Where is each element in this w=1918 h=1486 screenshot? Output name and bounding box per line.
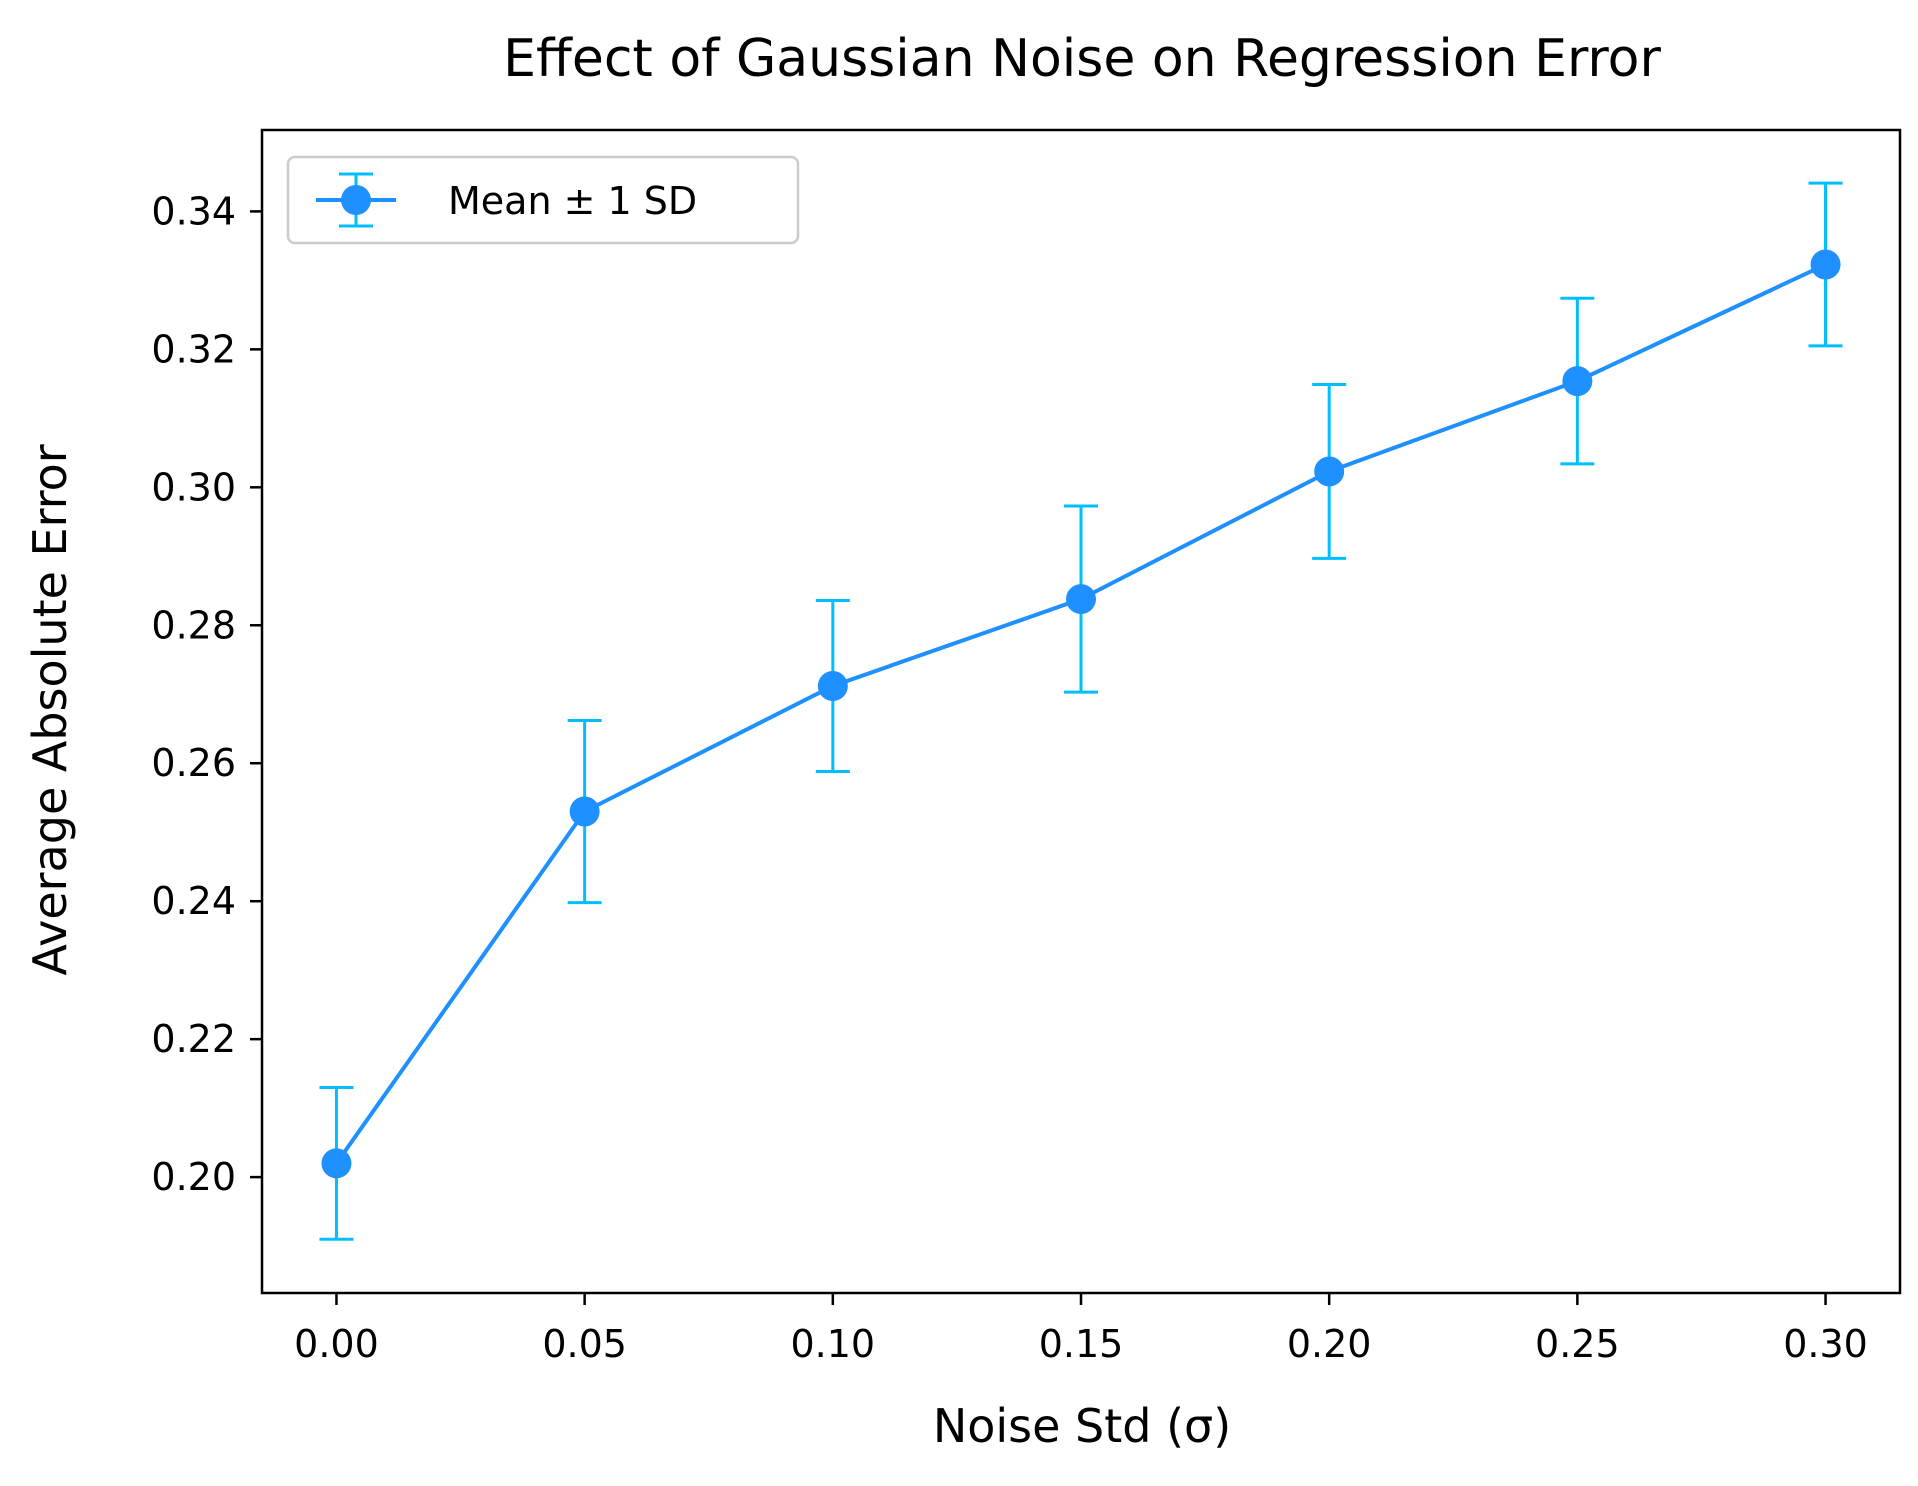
legend: Mean ± 1 SD xyxy=(286,155,800,245)
y-tick-label: 0.24 xyxy=(151,879,236,923)
x-axis-label: Noise Std (σ) xyxy=(933,1399,1231,1453)
x-tick-label: 0.15 xyxy=(1039,1322,1124,1366)
legend-label: Mean ± 1 SD xyxy=(448,179,697,223)
data-point xyxy=(1810,249,1841,280)
x-tick-label: 0.05 xyxy=(542,1322,627,1366)
data-point xyxy=(321,1148,352,1179)
data-point xyxy=(1066,584,1096,615)
y-tick-label: 0.20 xyxy=(151,1155,236,1199)
y-tick-label: 0.26 xyxy=(151,741,236,785)
legend-swatch-marker xyxy=(341,185,371,215)
data-point xyxy=(817,670,848,701)
x-tick-label: 0.20 xyxy=(1287,1322,1372,1366)
y-tick-label: 0.28 xyxy=(151,603,236,647)
plot-area: 0.00 0.05 0.10 0.15 0.20 0.25 0.30 0.20 0.22 0.24… xyxy=(151,128,1902,1366)
data-point xyxy=(1562,366,1593,397)
x-tick-label: 0.10 xyxy=(791,1322,876,1366)
series-0 xyxy=(319,181,1843,1241)
y-tick-label: 0.30 xyxy=(151,465,236,509)
y-tick-label: 0.34 xyxy=(151,189,236,233)
y-axis-label: Average Absolute Error xyxy=(23,444,77,975)
chart-title: Effect of Gaussian Noise on Regression E… xyxy=(503,29,1661,89)
x-tick-label: 0.30 xyxy=(1783,1322,1868,1366)
data-point xyxy=(569,796,600,827)
x-tick-label: 0.00 xyxy=(294,1322,379,1366)
data-point xyxy=(1314,456,1345,487)
legend-box xyxy=(286,155,800,245)
x-tick-label: 0.25 xyxy=(1535,1322,1620,1366)
y-tick-label: 0.32 xyxy=(151,327,236,371)
y-tick-label: 0.22 xyxy=(151,1017,236,1061)
